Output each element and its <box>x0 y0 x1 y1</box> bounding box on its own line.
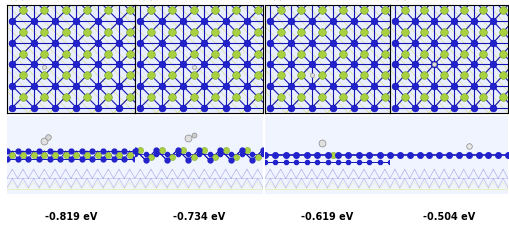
Text: -0.734 eV: -0.734 eV <box>173 212 225 222</box>
Text: (b): (b) <box>142 0 155 1</box>
Text: (c): (c) <box>271 0 284 1</box>
Text: -0.619 eV: -0.619 eV <box>301 212 354 222</box>
Text: -0.504 eV: -0.504 eV <box>423 212 475 222</box>
Text: -0.819 eV: -0.819 eV <box>45 212 97 222</box>
Text: (a): (a) <box>13 0 27 1</box>
Text: (d): (d) <box>396 0 410 1</box>
